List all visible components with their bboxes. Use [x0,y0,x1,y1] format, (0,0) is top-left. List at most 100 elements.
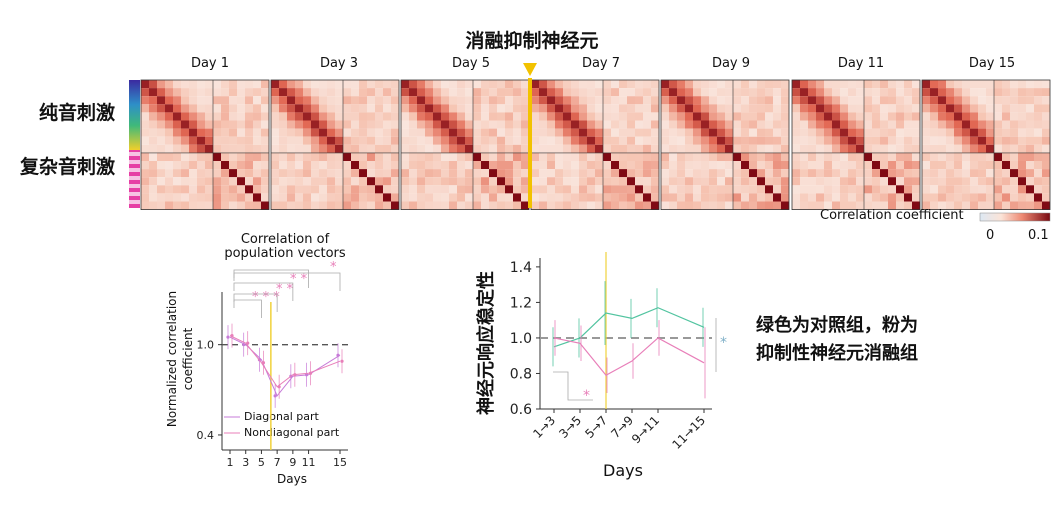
matrix-cell [245,201,253,210]
matrix-cell [375,144,383,153]
matrix-cell [253,80,261,89]
matrix-cell [271,201,279,210]
matrix-cell [489,152,497,161]
matrix-cell [661,169,669,178]
matrix-cell [401,88,409,97]
matrix-cell [279,88,287,97]
matrix-cell [765,193,773,202]
matrix-cell [587,80,595,89]
matrix-cell [531,104,539,113]
matrix-cell [749,104,757,113]
matrix-cell [303,136,311,145]
matrix-cell [513,161,521,170]
matrix-cell [800,120,808,129]
matrix-cell [531,152,539,161]
matrix-cell [922,161,930,170]
matrix-cell [669,96,677,105]
matrix-cell [295,177,303,186]
matrix-cell [888,193,896,202]
matrix-cell [279,177,287,186]
matrix-cell [457,104,465,113]
matrix-cell [888,80,896,89]
matrix-cell [962,201,970,210]
matrix-cell [717,185,725,194]
matrix-cell [563,104,571,113]
matrix-cell [824,80,832,89]
matrix-cell [189,136,197,145]
matrix-cell [505,201,513,210]
matrix-cell [531,161,539,170]
matrix-cell [677,177,685,186]
matrix-cell [181,88,189,97]
matrix-cell [896,128,904,137]
matrix-cell [401,201,409,210]
matrix-cell [425,193,433,202]
matrix-cell [1010,152,1018,161]
matrix-cell [970,80,978,89]
matrix-cell [391,96,399,105]
matrix-cell [643,144,651,153]
matrix-cell [717,136,725,145]
matrix-cell [165,161,173,170]
matrix-cell [856,161,864,170]
matrix-cell [149,104,157,113]
matrix-cell [773,144,781,153]
matrix-cell [930,96,938,105]
matrix-cell [489,128,497,137]
matrix-cell [954,169,962,178]
matrix-cell [343,112,351,121]
matrix-cell [733,120,741,129]
matrix-cell [351,96,359,105]
matrix-cell [880,128,888,137]
matrix-cell [888,136,896,145]
matrix-cell [693,161,701,170]
matrix-cell [840,80,848,89]
matrix-cell [287,128,295,137]
matrix-cell [367,120,375,129]
matrix-cell [213,120,221,129]
matrix-cell [303,96,311,105]
matrix-cell [563,201,571,210]
right-xtick-label: 3→5 [556,413,584,441]
matrix-cell [457,96,465,105]
matrix-cell [165,169,173,178]
matrix-cell [229,104,237,113]
matrix-cell [513,201,521,210]
matrix-cell [489,201,497,210]
day-label: Day 11 [837,56,885,71]
matrix-cell [832,144,840,153]
matrix-cell [635,177,643,186]
matrix-cell [409,201,417,210]
matrix-cell [840,201,848,210]
matrix-cell [611,177,619,186]
matrix-cell [792,185,800,194]
matrix-cell [677,161,685,170]
matrix-cell [1042,112,1050,121]
left-xtick-label: 9 [289,456,296,469]
matrix-cell [986,96,994,105]
matrix-cell [888,112,896,121]
matrix-cell [457,88,465,97]
matrix-cell [327,177,335,186]
matrix-cell [922,128,930,137]
matrix-cell [661,136,669,145]
correlation-matrix [140,79,270,211]
matrix-cell [409,144,417,153]
matrix-cell [165,177,173,186]
matrix-cell [571,161,579,170]
matrix-cell [425,169,433,178]
matrix-cell [954,185,962,194]
matrix-cell [531,201,539,210]
matrix-cell [579,152,587,161]
matrix-cell [773,120,781,129]
matrix-cell [808,128,816,137]
left-sig-bracket [233,272,341,291]
matrix-cell [489,144,497,153]
matrix-cell [571,152,579,161]
matrix-cell [173,136,181,145]
matrix-cell [856,104,864,113]
matrix-cell [856,128,864,137]
matrix-cell [1042,128,1050,137]
matrix-cell [205,185,213,194]
matrix-cell [816,185,824,194]
